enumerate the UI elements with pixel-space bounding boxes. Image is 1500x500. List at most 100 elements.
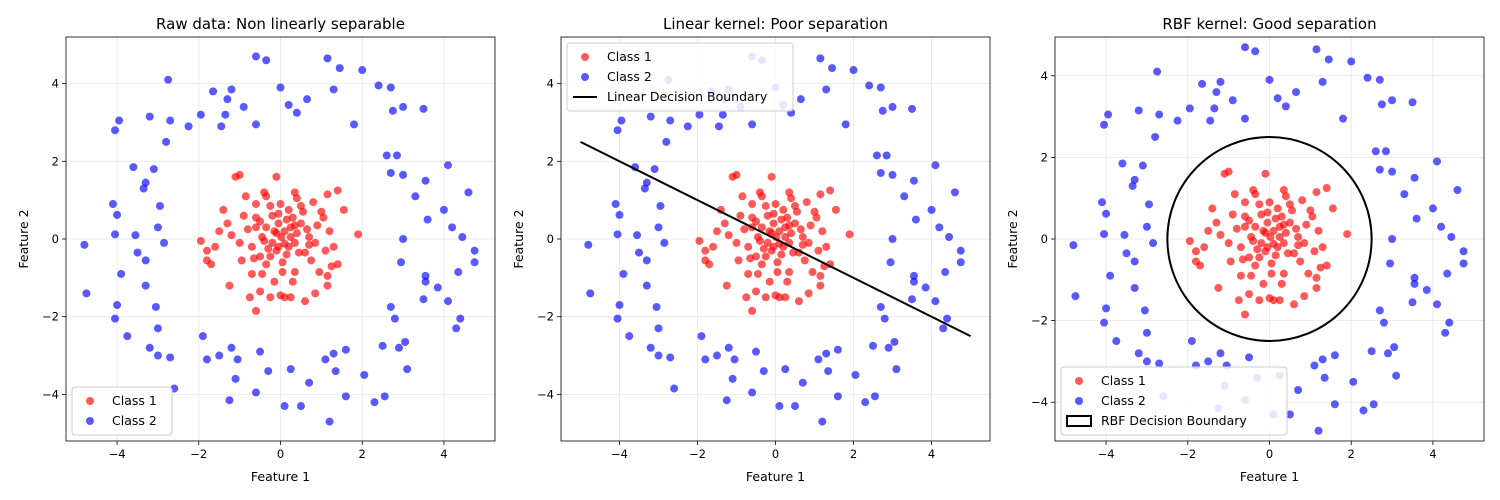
- class1-point: [802, 198, 811, 207]
- class2-point: [1102, 209, 1111, 218]
- class1-point: [734, 256, 743, 265]
- class1-point: [292, 229, 301, 238]
- class2-point: [1216, 349, 1225, 358]
- class1-point: [323, 190, 332, 199]
- class2-point: [642, 256, 651, 265]
- class2-point: [286, 365, 295, 374]
- class2-point: [1375, 306, 1384, 315]
- class2-point: [642, 178, 651, 187]
- class1-point: [1251, 190, 1260, 199]
- class2-point: [386, 302, 395, 311]
- legend-marker-patch: [1066, 415, 1092, 427]
- x-tick-label: 4: [440, 447, 447, 461]
- class1-point: [276, 200, 285, 209]
- class1-point: [1240, 310, 1249, 319]
- class1-point: [781, 233, 790, 242]
- legend-label: RBF Decision Boundary: [1101, 413, 1247, 428]
- class2-point: [1273, 94, 1282, 103]
- class1-point: [313, 221, 322, 230]
- class2-point: [1453, 186, 1462, 195]
- class1-point: [1290, 300, 1299, 309]
- class1-point: [765, 277, 774, 286]
- class2-point: [454, 268, 463, 277]
- class2-point: [399, 102, 408, 111]
- class1-point: [1322, 183, 1331, 192]
- class2-point: [1071, 292, 1080, 301]
- y-tick-label: 2: [547, 154, 554, 168]
- class1-point: [1314, 226, 1323, 235]
- class1-point: [256, 287, 265, 296]
- class1-point: [1191, 247, 1200, 256]
- x-tick-label: 0: [1266, 447, 1273, 461]
- x-axis-label: Feature 1: [746, 469, 805, 484]
- class2-point: [666, 353, 675, 362]
- x-tick-label: 0: [277, 447, 284, 461]
- class1-point: [1253, 245, 1262, 254]
- class2-point: [444, 161, 453, 170]
- class1-point: [1279, 220, 1288, 229]
- class1-point: [1308, 212, 1317, 221]
- class2-point: [280, 402, 289, 411]
- class2-point: [1443, 269, 1452, 278]
- class1-point: [769, 242, 778, 251]
- class1-point: [286, 233, 295, 242]
- class1-point: [1312, 273, 1321, 282]
- class2-point: [215, 351, 224, 360]
- class1-point: [1240, 198, 1249, 207]
- class2-point: [909, 277, 918, 286]
- class1-point: [785, 188, 794, 197]
- class2-point: [1390, 343, 1399, 352]
- class1-point: [769, 219, 778, 228]
- class2-point: [1324, 55, 1333, 64]
- class2-point: [662, 137, 671, 146]
- class2-point: [1459, 247, 1468, 256]
- class2-point: [1412, 214, 1421, 223]
- class1-point: [301, 248, 310, 257]
- class2-point: [718, 110, 727, 119]
- class2-point: [1318, 77, 1327, 86]
- class2-point: [141, 281, 150, 290]
- class1-point: [812, 213, 821, 222]
- class1-point: [761, 252, 770, 261]
- class2-point: [1130, 283, 1139, 292]
- y-tick-label: 0: [52, 232, 59, 246]
- class2-point: [392, 151, 401, 160]
- class1-point: [761, 201, 770, 210]
- class1-point: [262, 192, 271, 201]
- class2-point: [331, 367, 340, 376]
- class2-point: [695, 110, 704, 119]
- class2-point: [145, 112, 154, 121]
- class2-point: [1375, 165, 1384, 174]
- class2-point: [209, 87, 218, 96]
- class1-point: [1261, 169, 1270, 178]
- class1-point: [268, 211, 277, 220]
- class2-point: [828, 64, 837, 73]
- legend-label: Class 2: [607, 69, 652, 84]
- class2-point: [1100, 120, 1109, 129]
- class2-point: [350, 120, 359, 129]
- class1-point: [775, 227, 784, 236]
- class1-point: [266, 201, 275, 210]
- class1-point: [822, 242, 831, 251]
- class2-point: [1310, 361, 1319, 370]
- class1-point: [223, 219, 232, 228]
- class1-point: [288, 277, 297, 286]
- class2-point: [939, 324, 948, 333]
- class2-point: [652, 302, 661, 311]
- class1-point: [219, 205, 228, 214]
- class2-point: [646, 112, 655, 121]
- class2-point: [900, 192, 909, 201]
- class2-point: [155, 201, 164, 210]
- class2-point: [1122, 249, 1131, 258]
- class1-point: [695, 236, 704, 245]
- class1-point: [831, 205, 840, 214]
- class1-point: [307, 256, 316, 265]
- class2-point: [82, 289, 91, 298]
- class1-point: [789, 248, 798, 257]
- class1-point: [1271, 251, 1280, 260]
- class1-point: [1208, 204, 1217, 213]
- class1-point: [241, 192, 250, 201]
- class1-point: [1216, 230, 1225, 239]
- class1-point: [282, 250, 291, 259]
- class1-point: [327, 262, 336, 271]
